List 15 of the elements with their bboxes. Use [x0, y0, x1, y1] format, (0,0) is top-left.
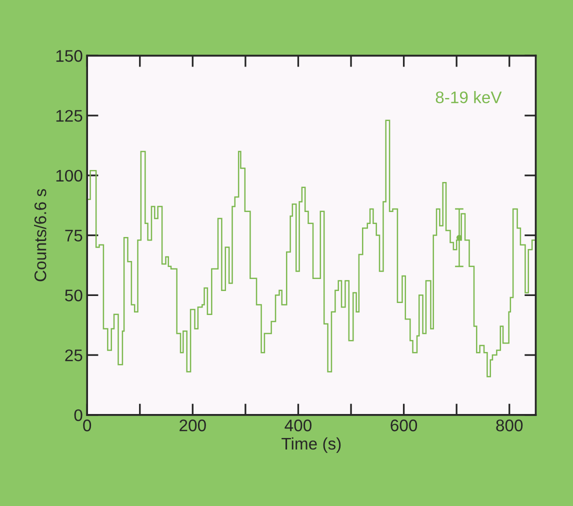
y-tick-label: 150	[56, 50, 82, 62]
x-tick-label: 200	[180, 420, 206, 432]
y-tick-label: 100	[56, 170, 82, 182]
y-tick-label: 125	[56, 110, 82, 122]
x-axis-title: Time (s)	[282, 437, 341, 453]
x-tick-label: 600	[390, 420, 418, 432]
y-tick-label: 0	[74, 409, 82, 422]
x-tick-label: 400	[284, 420, 312, 432]
x-tick-label: 800	[496, 420, 523, 432]
y-tick-label: 25	[65, 349, 82, 362]
y-tick-label: 50	[65, 290, 82, 302]
annotation: 8-19 keV	[436, 91, 502, 104]
x-tick-label: 0	[83, 420, 92, 432]
y-axis-title: Counts/6.6 s	[34, 189, 46, 282]
y-tick-label: 75	[65, 230, 82, 242]
